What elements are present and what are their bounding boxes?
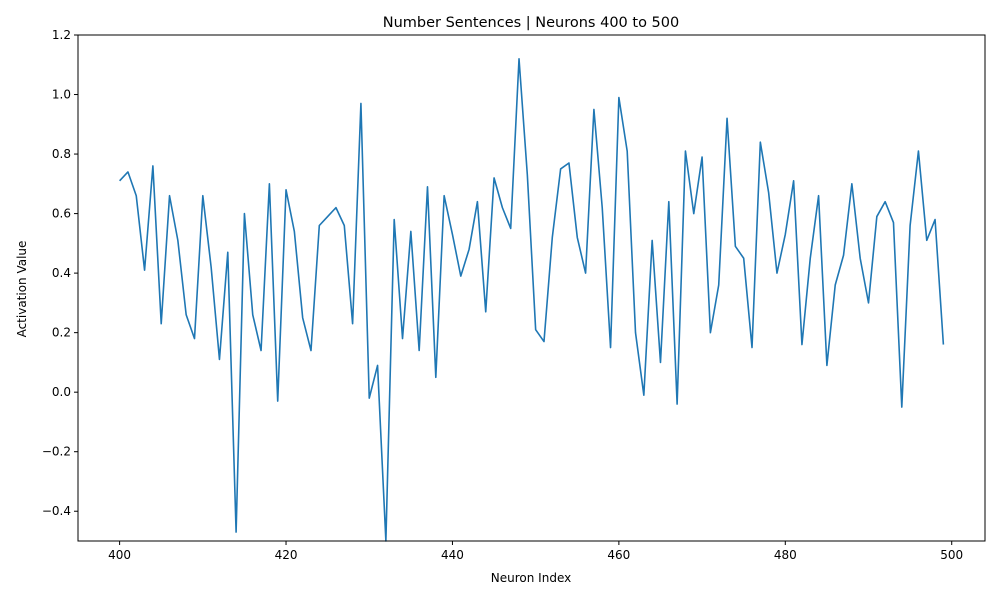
x-tick-label: 400 bbox=[108, 548, 131, 562]
series-line bbox=[119, 58, 945, 542]
x-tick-label: 500 bbox=[940, 548, 963, 562]
chart-title: Number Sentences | Neurons 400 to 500 bbox=[383, 15, 679, 31]
y-tick-label: 0.4 bbox=[52, 266, 71, 280]
y-tick-label: −0.4 bbox=[42, 504, 71, 518]
y-tick-label: 1.0 bbox=[52, 88, 71, 102]
x-tick-label: 420 bbox=[275, 548, 298, 562]
y-axis-label: Activation Value bbox=[15, 241, 29, 338]
x-tick-label: 480 bbox=[774, 548, 797, 562]
y-tick-label: 0.8 bbox=[52, 147, 71, 161]
y-tick-label: 1.2 bbox=[52, 28, 71, 42]
y-tick-label: 0.2 bbox=[52, 326, 71, 340]
x-tick-label: 460 bbox=[607, 548, 630, 562]
x-axis-label: Neuron Index bbox=[491, 571, 571, 585]
y-axis: −0.4 −0.2 0.0 0.2 0.4 0.6 0.8 1.0 1.2 bbox=[42, 28, 78, 518]
y-tick-label: −0.2 bbox=[42, 445, 71, 459]
x-axis: 400 420 440 460 480 500 bbox=[108, 541, 963, 562]
x-tick-label: 440 bbox=[441, 548, 464, 562]
plot-frame bbox=[77, 34, 986, 542]
y-tick-label: 0.0 bbox=[52, 385, 71, 399]
y-tick-label: 0.6 bbox=[52, 207, 71, 221]
